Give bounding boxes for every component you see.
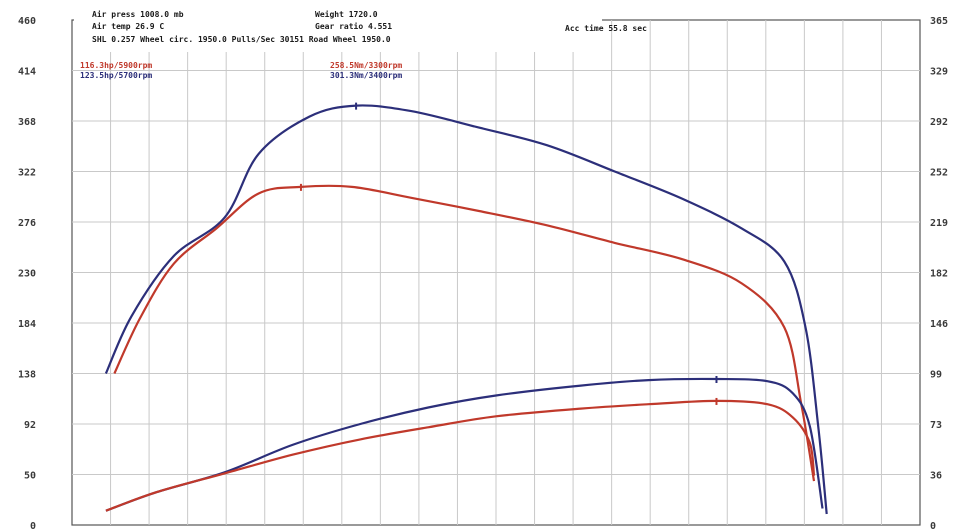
- y-right-tick-label: 182: [930, 269, 948, 280]
- header-line1-mid: Weight 1720.0: [315, 9, 378, 19]
- grid-lines: [72, 20, 920, 525]
- y-right-tick-label: 73: [930, 420, 942, 431]
- series-line-3: [105, 377, 824, 512]
- legend-item-4: 301.3Nm/3400rpm: [330, 71, 402, 80]
- peak-markers: [299, 102, 718, 405]
- y-right-tick-label: 146: [930, 319, 948, 330]
- y-left-tick-label: 184: [18, 319, 36, 330]
- y-axis-right: 0 36 73 99 146 182 219 252 292 329 365: [930, 16, 948, 530]
- y-left-tick-label: 138: [18, 370, 36, 381]
- legend-item-3: 258.5Nm/3300rpm: [330, 61, 402, 70]
- y-right-tick-label: 219: [930, 218, 948, 229]
- y-left-tick-label: 92: [24, 420, 36, 431]
- header-panel: [74, 8, 602, 52]
- series-line-4: [105, 399, 816, 512]
- y-right-tick-label: 365: [930, 16, 948, 27]
- y-right-tick-label: 252: [930, 168, 948, 179]
- y-left-tick-label: 368: [18, 117, 36, 128]
- y-left-tick-label: 0: [30, 521, 36, 530]
- header-acc-time: Acc time 55.8 sec: [565, 23, 647, 33]
- y-right-tick-label: 292: [930, 117, 948, 128]
- legend: 116.3hp/5900rpm 123.5hp/5700rpm 258.5Nm/…: [80, 61, 402, 80]
- y-right-tick-label: 99: [930, 370, 942, 381]
- series-group: [104, 104, 828, 515]
- series-line-1: [104, 104, 828, 515]
- legend-item-1: 116.3hp/5900rpm: [80, 61, 152, 70]
- y-left-tick-label: 50: [24, 471, 36, 482]
- y-right-tick-label: 0: [930, 521, 936, 530]
- header-line1-left: Air press 1008.0 mb: [92, 9, 184, 19]
- y-left-tick-label: 414: [18, 67, 36, 78]
- series-line-2: [113, 184, 816, 482]
- legend-item-2: 123.5hp/5700rpm: [80, 71, 152, 80]
- y-right-tick-label: 329: [930, 67, 948, 78]
- y-right-tick-label: 36: [930, 471, 942, 482]
- y-left-tick-label: 276: [18, 218, 36, 229]
- y-left-tick-label: 230: [18, 269, 36, 280]
- y-axis-left: 0 50 92 138 184 230 276 322 368 414 460: [18, 16, 36, 530]
- header-line2-mid: Gear ratio 4.551: [315, 21, 392, 31]
- header-line3: SHL 0.257 Wheel circ. 1950.0 Pulls/Sec 3…: [92, 34, 391, 44]
- y-left-tick-label: 460: [18, 16, 36, 27]
- y-left-tick-label: 322: [18, 168, 36, 179]
- header-line2-left: Air temp 26.9 C: [92, 21, 164, 31]
